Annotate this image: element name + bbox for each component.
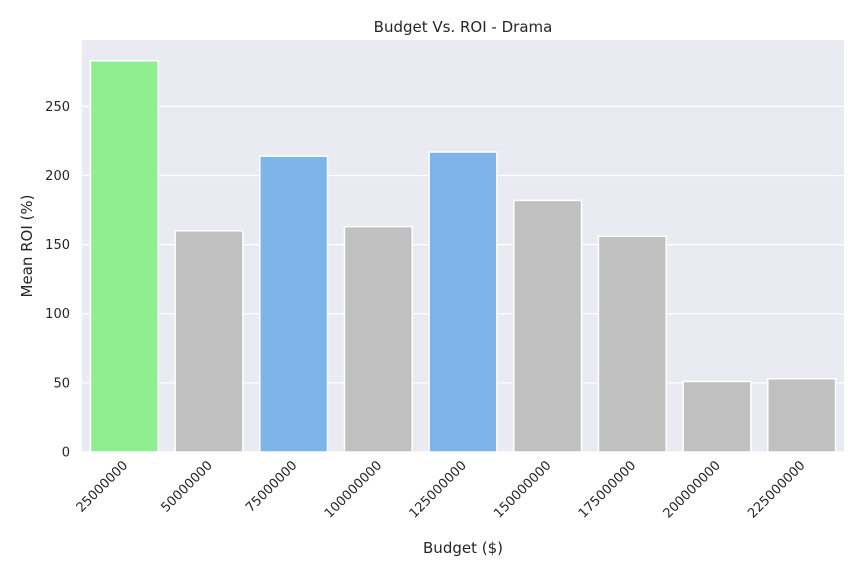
x-tick-label: 125000000 [407, 458, 470, 521]
bars [89, 59, 837, 453]
bar [682, 380, 752, 453]
bar [513, 199, 583, 453]
y-tick-label: 100 [45, 307, 70, 322]
y-tick-label: 200 [45, 169, 70, 184]
bar [343, 225, 413, 453]
bar [597, 235, 667, 453]
y-tick-labels: 0 50 100 150 200 250 [45, 100, 70, 461]
bar [767, 377, 837, 453]
x-tick-label: 75000000 [243, 458, 300, 515]
bar [428, 151, 498, 453]
y-tick-label: 0 [62, 446, 70, 461]
x-tick-label: 100000000 [322, 458, 385, 521]
x-tick-label: 50000000 [158, 458, 215, 515]
y-tick-label: 50 [53, 376, 70, 391]
bar [89, 59, 159, 453]
y-tick-label: 150 [45, 238, 70, 253]
bar [174, 230, 244, 453]
bar [259, 155, 329, 453]
chart-title: Budget Vs. ROI - Drama [374, 18, 553, 36]
x-tick-label: 175000000 [576, 458, 639, 521]
y-axis-label: Mean ROI (%) [18, 194, 36, 297]
x-tick-label: 225000000 [745, 458, 808, 521]
x-tick-label: 150000000 [491, 458, 554, 521]
x-tick-labels: 25000000 50000000 75000000 100000000 1250000… [74, 458, 809, 521]
x-tick-label: 25000000 [74, 458, 131, 515]
x-tick-label: 200000000 [661, 458, 724, 521]
x-axis-label: Budget ($) [423, 539, 503, 557]
y-tick-label: 250 [45, 100, 70, 115]
